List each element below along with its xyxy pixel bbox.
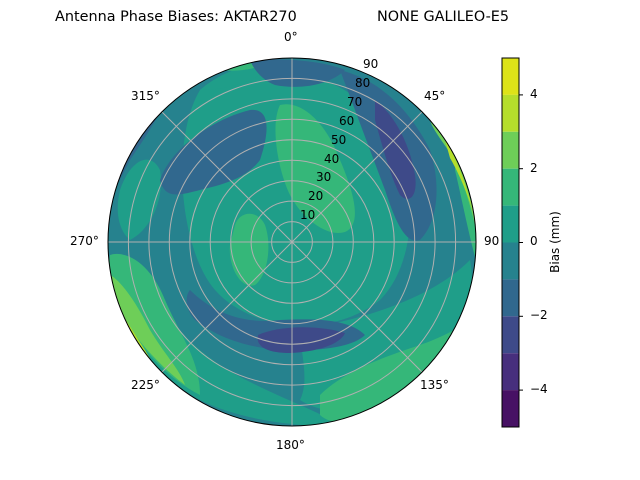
colorbar [501,57,523,428]
angle-label-270: 270° [70,234,99,248]
angle-label-0: 0° [284,30,298,44]
radial-label-90: 90 [363,57,379,71]
colorbar-label: Bias (mm) [548,211,562,273]
chart-title-right: NONE GALILEO-E5 [377,9,510,25]
colorbar-tick-neg2: −2 [530,308,548,322]
angle-label-90: 90 [484,234,500,248]
angle-label-180: 180° [276,438,305,452]
radial-label-40: 40 [324,152,340,166]
chart-title-left: Antenna Phase Biases: AKTAR270 [55,9,297,25]
colorbar-tick-4: 4 [530,87,538,101]
angle-label-225: 225° [131,378,160,392]
radial-label-70: 70 [347,95,363,109]
angle-label-45: 45° [424,89,446,103]
radial-label-10: 10 [300,208,316,222]
polar-frame [107,57,477,427]
angle-label-135: 135° [420,378,449,392]
radial-label-30: 30 [316,170,332,184]
radial-label-80: 80 [355,76,371,90]
radial-label-20: 20 [308,189,324,203]
radial-label-50: 50 [331,133,347,147]
grid [108,58,476,426]
radial-label-60: 60 [339,114,355,128]
angle-label-315: 315° [131,89,160,103]
colorbar-tick-0: 0 [530,234,538,248]
colorbar-tick-2: 2 [530,161,538,175]
colorbar-tick-neg4: −4 [530,382,548,396]
